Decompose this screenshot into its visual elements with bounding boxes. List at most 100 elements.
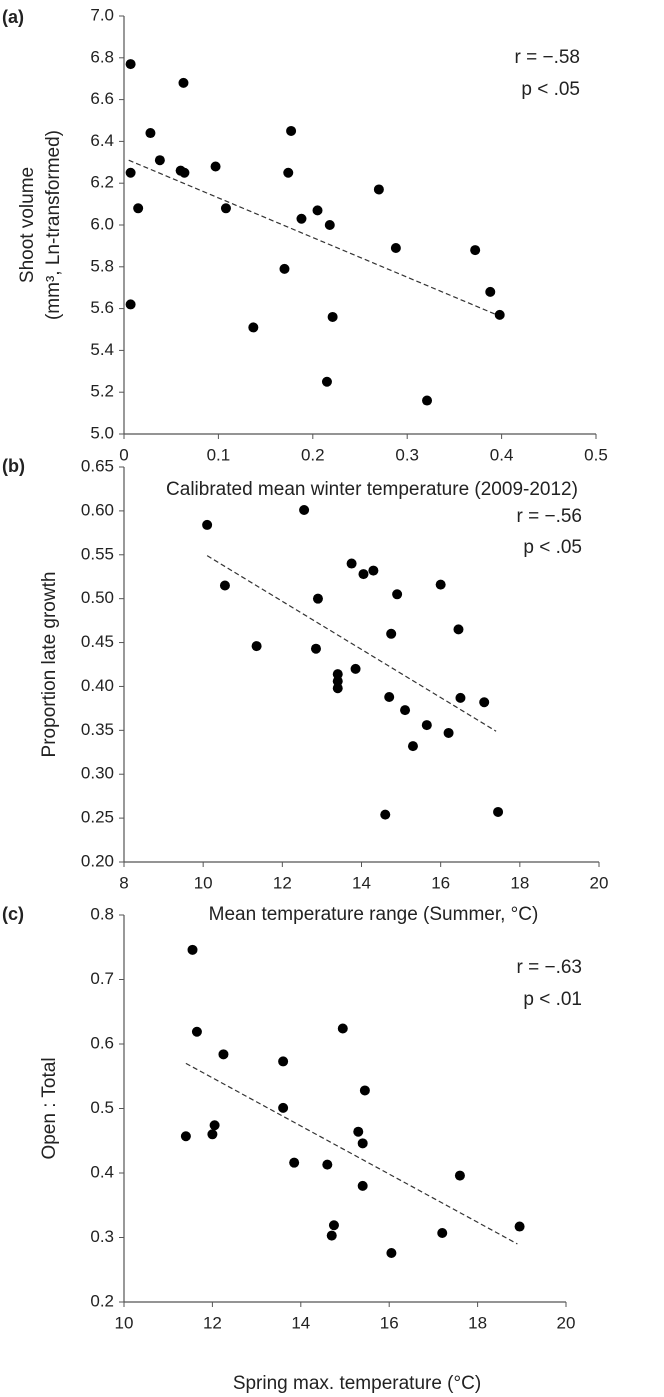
annotation: r = −.58 [515,47,581,68]
y-tick-label: 5.0 [90,423,114,442]
y-tick-label: 6.8 [90,47,114,66]
data-point [470,245,481,256]
data-point [207,1129,218,1140]
y-tick-label: 0.65 [81,456,114,475]
data-point [455,692,466,703]
data-point [202,519,213,530]
data-point [310,643,321,654]
data-point [145,128,156,139]
y-tick-label: 6.2 [90,173,114,192]
x-tick-label: 12 [273,873,292,892]
x-tick-label: 8 [119,873,128,892]
y-tick-label: 0.20 [81,851,114,870]
data-point [386,628,397,639]
data-point [350,663,361,674]
x-tick-label: 0.3 [395,445,419,464]
data-point [125,299,136,310]
y-tick-label: 0.5 [90,1098,114,1117]
data-point [400,705,411,716]
y-tick-label: 0.35 [81,720,114,739]
data-point [454,1170,465,1181]
x-axis-title: Spring max. temperature (°C) [233,1373,481,1394]
data-point [390,242,401,253]
data-point [479,697,490,708]
data-point [421,720,432,731]
data-point [328,1220,339,1231]
data-point [453,624,464,635]
x-tick-label: 0.2 [301,445,325,464]
data-point [322,1159,333,1170]
data-point [514,1221,525,1232]
y-axis-title: Proportion late growth [39,572,60,758]
data-point [493,806,504,817]
data-point [289,1157,300,1168]
panel-label: (c) [2,904,24,924]
x-tick-label: 16 [431,873,450,892]
x-tick-label: 12 [203,1313,222,1332]
y-tick-label: 0.50 [81,588,114,607]
data-point [210,161,221,172]
data-point [332,683,343,694]
data-point [435,579,446,590]
x-tick-label: 10 [115,1313,134,1332]
data-point [219,580,230,591]
data-point [321,376,332,387]
x-tick-label: 16 [380,1313,399,1332]
data-point [191,1026,202,1037]
data-point [359,1085,370,1096]
y-tick-label: 0.25 [81,808,114,827]
data-point [154,155,165,166]
data-point [179,167,190,178]
data-point [296,213,307,224]
data-point [283,167,294,178]
annotation: p < .05 [521,79,580,100]
data-point [380,809,391,820]
trend-line [128,159,498,316]
panel-label: (b) [2,456,25,476]
data-point [187,944,198,955]
y-tick-label: 6.6 [90,89,114,108]
y-tick-label: 0.2 [90,1291,114,1310]
data-point [312,593,323,604]
data-point [332,669,343,680]
trend-line [185,1062,518,1245]
x-axis-title: Calibrated mean winter temperature (2009… [166,479,578,500]
data-point [386,1247,397,1258]
data-point [218,1049,229,1060]
x-tick-label: 0.1 [207,445,231,464]
y-tick-label: 0.3 [90,1227,114,1246]
data-point [332,676,343,687]
y-tick-label: 0.4 [90,1162,114,1181]
x-tick-label: 14 [352,873,371,892]
data-point [178,77,189,88]
annotation: p < .01 [523,989,582,1010]
x-tick-label: 18 [468,1313,487,1332]
data-point [368,565,379,576]
x-tick-label: 0.4 [490,445,514,464]
data-point [358,569,369,580]
annotation: p < .05 [523,537,582,558]
data-point [125,167,136,178]
data-point [353,1126,364,1137]
y-tick-label: 0.60 [81,500,114,519]
data-point [407,741,418,752]
data-point [422,395,433,406]
y-tick-label: 0.40 [81,676,114,695]
y-tick-label: 6.4 [90,131,114,150]
data-point [357,1138,368,1149]
data-point [326,1230,337,1241]
y-tick-label: 5.6 [90,298,114,317]
data-point [248,322,259,333]
y-tick-label: 0.6 [90,1033,114,1052]
data-point [485,286,496,297]
y-tick-label: 6.0 [90,214,114,233]
x-tick-label: 14 [291,1313,310,1332]
data-point [392,589,403,600]
y-tick-label: 0.7 [90,969,114,988]
data-point [299,505,310,516]
data-point [357,1180,368,1191]
y-tick-label: 0.55 [81,544,114,563]
trend-line [206,555,497,732]
y-axis-title: (mm³, Ln-transformed) [43,130,64,320]
